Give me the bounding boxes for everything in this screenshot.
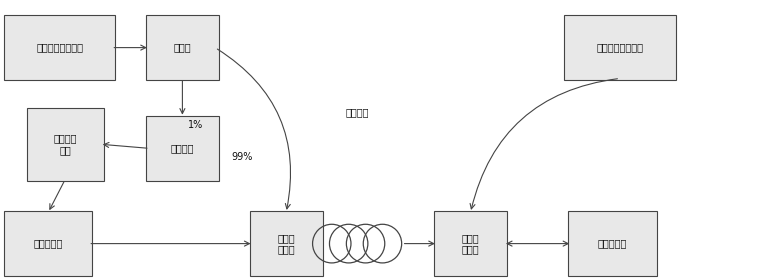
FancyArrowPatch shape [217, 49, 290, 209]
Text: 接收端
合束器: 接收端 合束器 [462, 233, 479, 255]
Text: 分束器: 分束器 [174, 43, 191, 53]
Text: 信号发射机: 信号发射机 [33, 239, 63, 249]
Text: 99%: 99% [231, 152, 253, 162]
Text: 反馈算法
模块: 反馈算法 模块 [54, 133, 77, 155]
FancyBboxPatch shape [146, 15, 219, 80]
FancyBboxPatch shape [434, 211, 507, 276]
FancyBboxPatch shape [4, 211, 92, 276]
FancyBboxPatch shape [4, 15, 115, 80]
Text: 发射端
合束器: 发射端 合束器 [277, 233, 295, 255]
Text: 后向拉曼泵浦模块: 后向拉曼泵浦模块 [597, 43, 644, 53]
FancyBboxPatch shape [146, 116, 219, 181]
Text: 传输光纤: 传输光纤 [346, 107, 369, 117]
Text: 光功率计: 光功率计 [170, 143, 194, 153]
Text: 前向拉曼泵浦模块: 前向拉曼泵浦模块 [36, 43, 83, 53]
FancyBboxPatch shape [250, 211, 323, 276]
Text: 1%: 1% [188, 120, 204, 130]
FancyArrowPatch shape [470, 79, 617, 209]
FancyBboxPatch shape [564, 15, 676, 80]
Text: 信号接收机: 信号接收机 [598, 239, 627, 249]
FancyBboxPatch shape [568, 211, 657, 276]
FancyBboxPatch shape [27, 108, 104, 181]
